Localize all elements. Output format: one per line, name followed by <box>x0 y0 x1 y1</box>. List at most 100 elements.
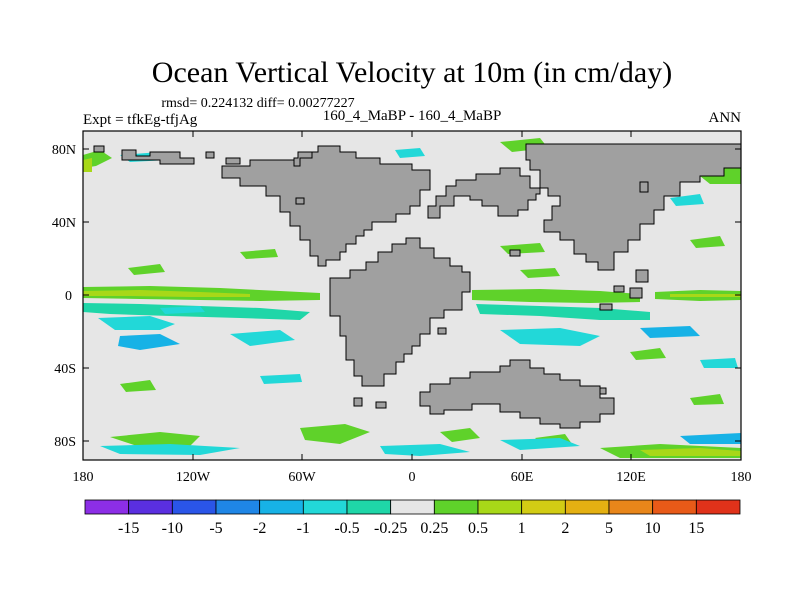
land-indonesia-2 <box>629 287 643 299</box>
land-north-america <box>221 145 431 267</box>
cyan-patch-11 <box>700 358 738 368</box>
land-australia <box>419 359 615 429</box>
colorbar: -15 -10 -5 -2 -1 -0.5 -0.25 0.25 0.5 1 2 5 10 15 <box>84 499 741 537</box>
south-eq-band-east <box>476 304 650 320</box>
south-band-4 <box>640 448 741 456</box>
land-small-north-3 <box>295 197 305 205</box>
colorbar-swatch <box>608 499 654 515</box>
colorbar-swatch <box>215 499 261 515</box>
case-label: 160_4_MaBP - 160_4_MaBP <box>323 108 502 124</box>
colorbar-swatch <box>433 499 479 515</box>
mid-patch-1 <box>128 264 165 275</box>
mid-patch-2 <box>240 249 278 259</box>
land-asia-east <box>525 143 742 271</box>
lon-label-0: 0 <box>409 470 416 485</box>
land-small-south-2 <box>375 401 387 409</box>
colorbar-swatch <box>390 499 435 515</box>
colorbar-label: 1 <box>518 520 526 537</box>
south-cyan-band-3 <box>500 438 580 450</box>
cyan-patch-6 <box>670 194 704 206</box>
cyan-patch-10 <box>260 374 302 384</box>
equatorial-band-east <box>472 289 640 303</box>
south-mid-patch-1 <box>120 380 156 392</box>
land-eurasia <box>427 167 541 219</box>
land-small-north-4 <box>639 181 649 193</box>
mid-patch-4 <box>520 268 560 278</box>
cyan-patch-3 <box>230 330 295 346</box>
cyan-patch-4 <box>500 328 600 346</box>
colorbar-label: -0.5 <box>334 520 359 537</box>
south-band-1 <box>110 432 200 447</box>
lat-label-40s: 40S <box>54 362 76 377</box>
colorbar-label: 0.5 <box>468 520 488 537</box>
colorbar-swatch <box>171 499 217 515</box>
cyan-patch-8 <box>395 148 425 158</box>
colorbar-swatch <box>302 499 348 515</box>
cyan-patch-1 <box>98 316 175 330</box>
colorbar-label: 15 <box>688 520 704 537</box>
colorbar-swatch <box>84 499 130 515</box>
cyan-patch-5 <box>640 326 700 338</box>
land-indonesia-3 <box>635 269 649 283</box>
colorbar-label: -0.25 <box>374 520 407 537</box>
equatorial-core-west <box>83 290 250 297</box>
colorbar-swatch <box>259 499 304 515</box>
south-mid-patch-2 <box>630 348 666 360</box>
colorbar-label: 2 <box>561 520 569 537</box>
south-mid-patch-3 <box>690 394 724 405</box>
land-small-south-1 <box>353 397 363 407</box>
colorbar-swatch <box>652 499 697 515</box>
southern-patch-1 <box>440 428 480 442</box>
land-small-south-5 <box>437 327 447 335</box>
land-arctic-island-2 <box>293 151 313 167</box>
lon-label-60e: 60E <box>511 470 534 485</box>
cyan-patch-2 <box>118 334 180 350</box>
colorbar-swatch <box>521 499 566 515</box>
south-cyan-band-2 <box>380 444 470 456</box>
season-label: ANN <box>709 110 742 126</box>
south-cyan-band-4 <box>680 433 741 444</box>
longitude-labels: 180 120W 60W 0 60E 120E 180 <box>73 470 752 485</box>
colorbar-swatch <box>564 499 610 515</box>
colorbar-label: 0.25 <box>420 520 448 537</box>
south-band-2 <box>300 424 370 444</box>
cyan-patch-9 <box>160 306 205 314</box>
land-masses <box>93 143 742 429</box>
lon-label-120w: 120W <box>176 470 211 485</box>
lon-label-180w: 180 <box>73 470 94 485</box>
experiment-label: Expt = tfkEg-tfjAg <box>83 112 198 128</box>
stats-text: rmsd= 0.224132 diff= 0.00277227 <box>161 96 354 111</box>
colorbar-label: -1 <box>297 520 310 537</box>
lat-label-80n: 80N <box>52 143 76 158</box>
colorbar-swatch <box>128 499 173 515</box>
map-panel <box>82 130 742 461</box>
negative-anomalies <box>83 148 741 456</box>
colorbar-label: 10 <box>645 520 661 537</box>
land-greenland-edge <box>93 145 105 153</box>
land-small-south-4 <box>509 249 521 257</box>
lat-label-80s: 80S <box>54 435 76 450</box>
colorbar-label: -10 <box>162 520 183 537</box>
lat-label-0: 0 <box>65 289 72 304</box>
south-cyan-band-1 <box>100 444 240 455</box>
colorbar-swatch <box>695 499 741 515</box>
mid-patch-5 <box>690 236 725 248</box>
latitude-labels: 80N 40N 0 40S 80S <box>52 143 76 450</box>
plot-title: Ocean Vertical Velocity at 10m (in cm/da… <box>152 56 672 89</box>
lon-label-120e: 120E <box>616 470 646 485</box>
colorbar-label: -2 <box>253 520 266 537</box>
land-arctic-island-1 <box>121 149 195 165</box>
colorbar-swatch <box>346 499 392 515</box>
north-band-4 <box>83 158 92 172</box>
land-indonesia-1 <box>613 285 625 293</box>
colorbar-swatch <box>477 499 523 515</box>
land-south-america-africa <box>329 237 471 387</box>
equatorial-core-far-east <box>670 294 741 297</box>
lat-label-40n: 40N <box>52 216 76 231</box>
land-small-north-1 <box>205 151 215 159</box>
lon-label-180e: 180 <box>731 470 752 485</box>
land-small-south-3 <box>599 387 607 395</box>
colorbar-label: 5 <box>605 520 613 537</box>
land-small-north-2 <box>225 157 241 165</box>
